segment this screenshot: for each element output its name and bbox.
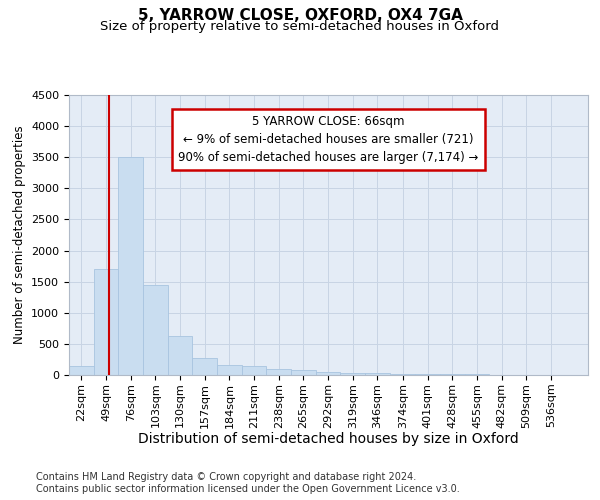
Text: Size of property relative to semi-detached houses in Oxford: Size of property relative to semi-detach…: [101, 20, 499, 33]
Text: Contains HM Land Registry data © Crown copyright and database right 2024.: Contains HM Land Registry data © Crown c…: [36, 472, 416, 482]
Bar: [193, 358, 217, 375]
Text: Distribution of semi-detached houses by size in Oxford: Distribution of semi-detached houses by …: [139, 432, 519, 446]
Bar: [69, 366, 94, 375]
Bar: [340, 372, 365, 375]
Text: 5, YARROW CLOSE, OXFORD, OX4 7GA: 5, YARROW CLOSE, OXFORD, OX4 7GA: [137, 8, 463, 22]
Y-axis label: Number of semi-detached properties: Number of semi-detached properties: [13, 126, 26, 344]
Bar: [143, 285, 167, 375]
Bar: [118, 157, 143, 375]
Bar: [415, 374, 440, 375]
Bar: [167, 336, 193, 375]
Bar: [391, 374, 415, 375]
Text: Contains public sector information licensed under the Open Government Licence v3: Contains public sector information licen…: [36, 484, 460, 494]
Bar: [94, 269, 118, 375]
Bar: [316, 372, 340, 375]
Bar: [242, 366, 266, 375]
Bar: [464, 374, 490, 375]
Bar: [217, 365, 242, 375]
Bar: [440, 374, 464, 375]
Bar: [365, 373, 390, 375]
Bar: [291, 370, 316, 375]
Text: 5 YARROW CLOSE: 66sqm
← 9% of semi-detached houses are smaller (721)
90% of semi: 5 YARROW CLOSE: 66sqm ← 9% of semi-detac…: [178, 114, 479, 164]
Bar: [266, 370, 291, 375]
